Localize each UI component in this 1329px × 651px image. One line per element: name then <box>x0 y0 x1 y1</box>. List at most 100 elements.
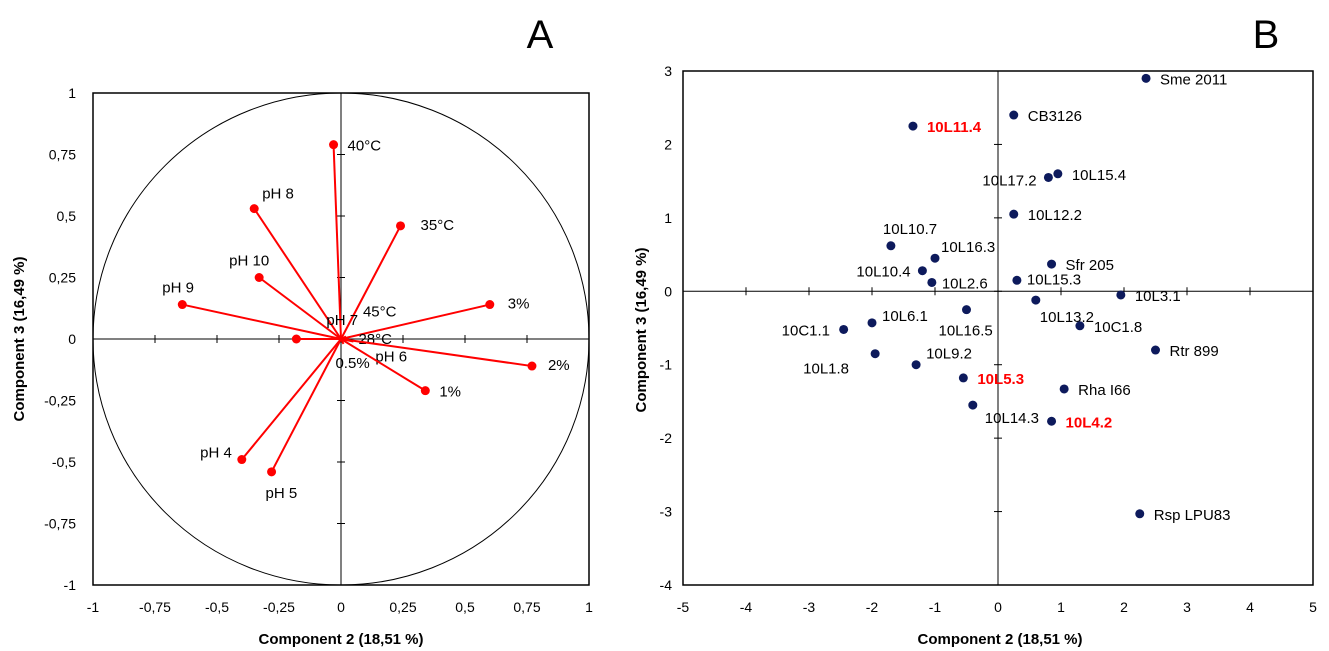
vector-label: 40°C <box>348 138 382 155</box>
panel-a-x-tick-label: 0,75 <box>513 599 540 615</box>
data-point <box>1141 73 1151 83</box>
point-label: 10C1.8 <box>1094 319 1142 336</box>
panel-a-y-tick-labels: -1 -0,75 -0,5 -0,25 0 0,25 0,5 0,75 1 <box>44 85 76 593</box>
data-point <box>1031 295 1041 305</box>
data-point <box>958 373 968 383</box>
vector-label: 45°C <box>363 304 397 321</box>
point-label: 10L16.3 <box>941 239 995 256</box>
point-label: 10L15.3 <box>1027 271 1081 288</box>
vector-label: 28°C <box>358 331 392 348</box>
vector-line <box>270 338 342 473</box>
panel-a-y-tick-label: 1 <box>68 85 76 101</box>
vector-line <box>340 303 491 340</box>
vector-line <box>241 338 342 461</box>
data-point <box>917 266 927 276</box>
point-label: 10L16.5 <box>939 323 993 340</box>
data-point <box>1135 509 1145 519</box>
vector-label: pH 8 <box>262 186 294 203</box>
point-label: 10L17.2 <box>982 172 1036 189</box>
panel-b-y-tick-label: -2 <box>660 430 673 446</box>
panel-a-y-tick-label: -0,5 <box>52 454 76 470</box>
point-label: 10L14.3 <box>985 410 1039 427</box>
data-point <box>1009 209 1019 219</box>
panel-a-x-tick-label: -0,75 <box>139 599 171 615</box>
panel-b-letter: B <box>1253 13 1280 57</box>
point-label: Sme 2011 <box>1160 71 1227 88</box>
panel-a-x-tick-label: 0 <box>337 599 345 615</box>
panel-a-x-tick-label: 0,5 <box>455 599 475 615</box>
data-point <box>962 305 971 315</box>
highlighted-point-label: 10L5.3 <box>977 371 1024 388</box>
vector-point <box>485 300 495 310</box>
data-point <box>911 360 921 370</box>
panel-b-y-tick-label: 1 <box>664 210 672 226</box>
panel-b-x-tick-label: 2 <box>1120 599 1128 615</box>
data-point <box>1151 345 1160 355</box>
panel-b-x-axis-title: Component 2 (18,51 %) <box>917 631 1082 648</box>
panel-b-x-tick-label: -1 <box>929 599 942 615</box>
vector-point <box>527 361 537 371</box>
point-label: 10L6.1 <box>882 308 928 325</box>
vector-line <box>332 144 342 340</box>
data-point <box>1059 384 1069 394</box>
data-point <box>1012 275 1022 285</box>
data-point <box>886 241 896 251</box>
vector-point <box>396 221 406 231</box>
vector-line <box>258 276 342 340</box>
panel-b-x-tick-label: -5 <box>677 599 690 615</box>
panel-b-x-tick-label: 0 <box>994 599 1002 615</box>
vector-point <box>329 140 339 150</box>
panel-b-x-tick-label: 4 <box>1246 599 1254 615</box>
point-label: 10L10.4 <box>856 264 910 281</box>
panel-b-x-tick-label: -2 <box>866 599 879 615</box>
data-point <box>1116 290 1126 300</box>
panel-b-y-tick-label: -1 <box>660 357 673 373</box>
data-point <box>908 121 918 131</box>
point-label: 10L12.2 <box>1028 207 1082 224</box>
panel-b-x-tick-label: -3 <box>803 599 816 615</box>
highlighted-point-label: 10L11.4 <box>927 119 982 136</box>
vector-point <box>177 300 187 310</box>
panel-a-y-tick-label: 0 <box>68 331 76 347</box>
panel-b-y-tick-labels: -4 -3 -2 -1 0 1 2 3 <box>660 63 673 593</box>
data-point <box>870 349 880 359</box>
vector-label: pH 10 <box>229 253 269 270</box>
point-label: Sfr 205 <box>1066 257 1114 274</box>
point-label: 10L10.7 <box>883 221 937 238</box>
panel-a-vectors: 40°C pH 8 35°C pH 10 pH 9 3% pH 7 45°C 28°CpH 6 0… <box>162 138 569 502</box>
vector-point <box>237 455 247 465</box>
vector-label: pH 5 <box>266 485 298 502</box>
vector-point <box>254 273 264 282</box>
panel-b-y-tick-label: -4 <box>660 577 673 593</box>
point-label: 10L13.2 <box>1040 309 1094 326</box>
panel-a-x-axis-title: Component 2 (18,51 %) <box>258 631 423 648</box>
data-point <box>867 318 877 328</box>
vector-point <box>291 334 301 344</box>
data-point <box>839 324 849 334</box>
vector-label: pH 7 <box>326 312 358 329</box>
panel-a-y-tick-label: -1 <box>64 577 77 593</box>
panel-a-x-tick-labels: -1 -0,75 -0,5 -0,25 0 0,25 0,5 0,75 1 <box>87 599 593 615</box>
panel-a-x-tick-label: -0,5 <box>205 599 229 615</box>
data-point <box>927 277 937 287</box>
point-label: Rtr 899 <box>1170 343 1219 360</box>
vector-line <box>340 338 533 368</box>
panel-a-y-tick-label: 0,25 <box>49 270 76 286</box>
vector-point <box>267 467 277 477</box>
panel-b-x-tick-labels: -5 -4 -3 -2 -1 0 1 2 3 4 5 <box>677 599 1317 615</box>
vector-line <box>340 338 426 392</box>
panel-b-y-tick-label: 2 <box>664 136 672 152</box>
panel-b-x-tick-label: 3 <box>1183 599 1191 615</box>
panel-b-points: Sme 2011 CB3126 10L11.4 10L15.4 10L17.2 10L12… <box>782 71 1231 523</box>
vector-label: pH 6 <box>375 348 407 365</box>
panel-b-x-tick-label: 1 <box>1057 599 1065 615</box>
panel-b-y-tick-label: 0 <box>664 283 672 299</box>
vector-label: 35°C <box>421 217 455 234</box>
panel-a-y-tick-label: 0,5 <box>57 208 77 224</box>
panel-b-y-axis-title: Component 3 (16,49 %) <box>633 247 650 412</box>
data-point <box>1047 416 1057 426</box>
panel-a-y-tick-label: -0,75 <box>44 516 76 532</box>
point-label: 10L1.8 <box>803 361 849 378</box>
point-label: 10L3.1 <box>1135 288 1181 305</box>
panel-a-y-axis-title: Component 3 (16,49 %) <box>11 256 28 421</box>
